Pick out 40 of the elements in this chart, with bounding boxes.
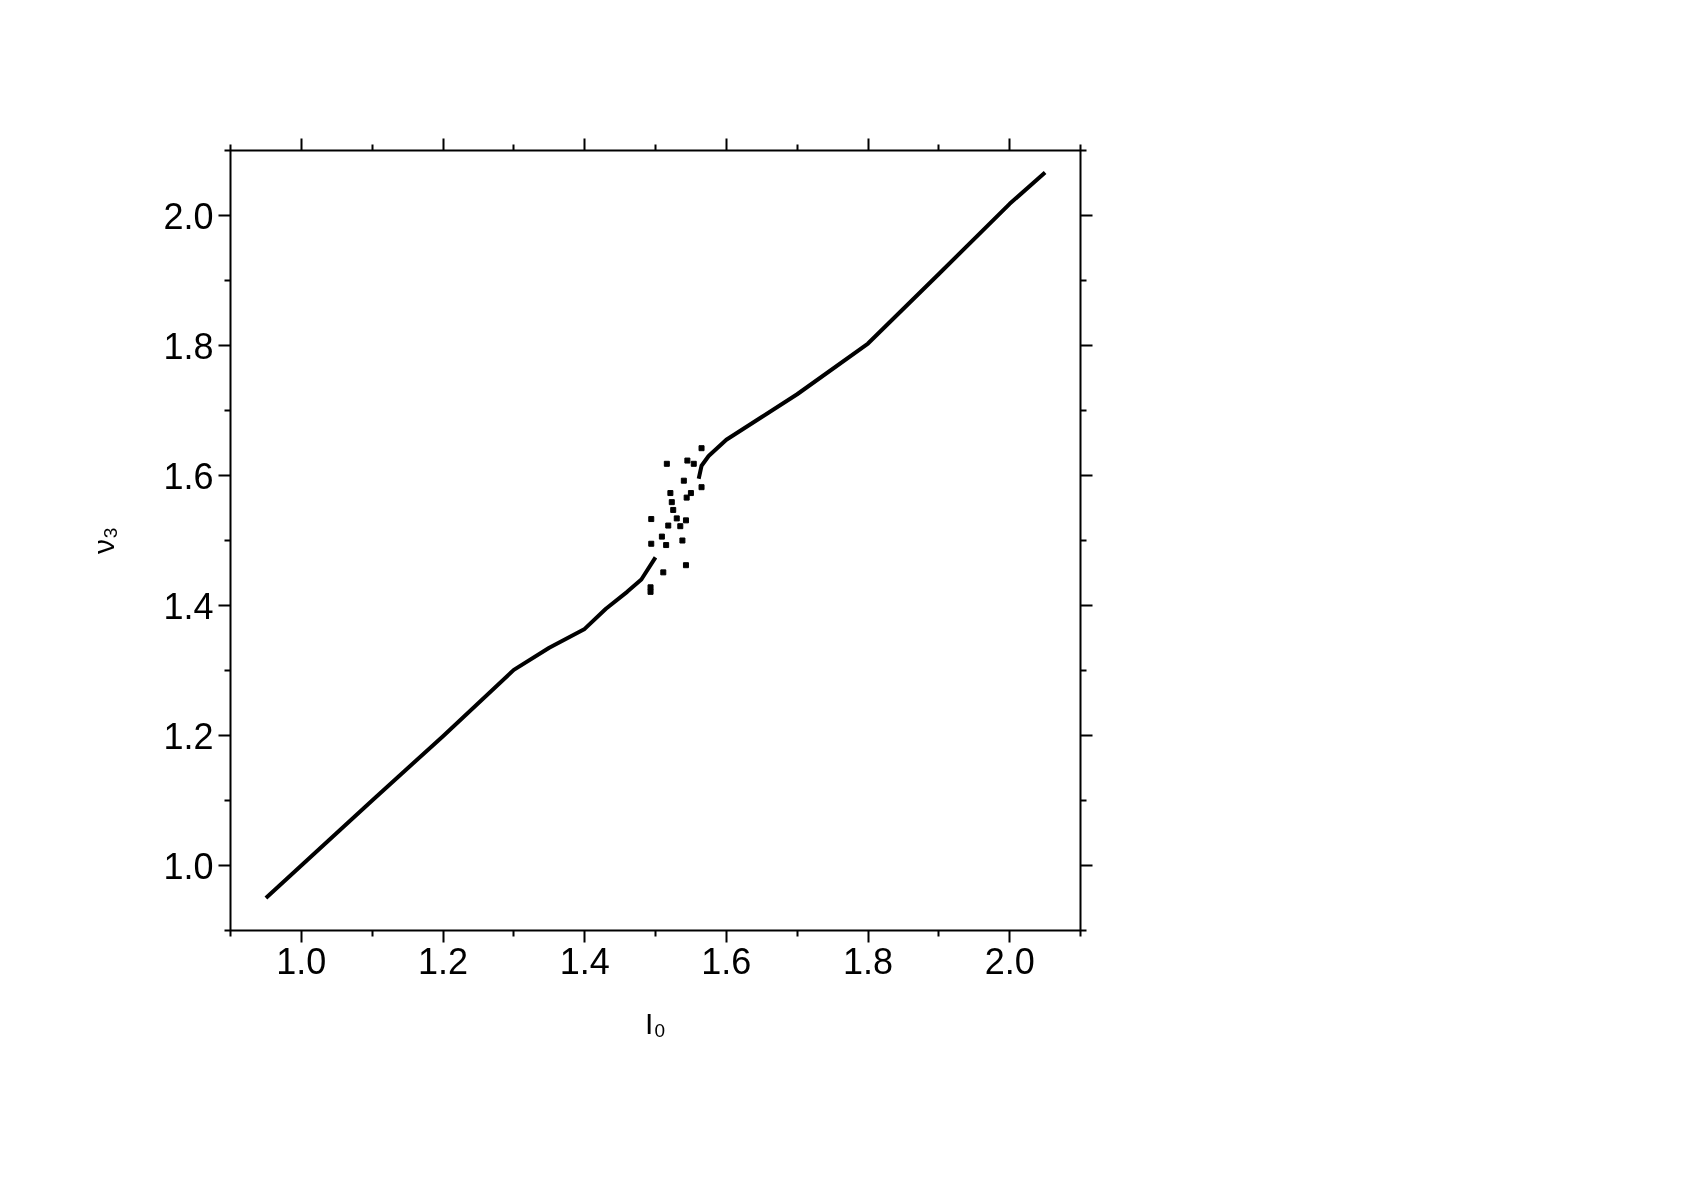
point xyxy=(679,537,686,544)
point xyxy=(668,499,675,506)
y-tick-label: 2.0 xyxy=(163,195,214,237)
x-tick-label: 1.0 xyxy=(276,940,327,982)
point xyxy=(673,515,680,522)
point xyxy=(698,445,705,452)
point xyxy=(647,584,654,591)
y-tick-label: 1.6 xyxy=(163,455,214,497)
x-tick-label: 1.4 xyxy=(559,940,610,982)
y-tick-label: 1.8 xyxy=(163,325,214,367)
point xyxy=(687,490,694,497)
line-series xyxy=(263,555,658,900)
point xyxy=(684,457,691,464)
x-axis-title: I₀ xyxy=(645,1006,666,1040)
point xyxy=(683,494,690,501)
x-tick-label: 1.6 xyxy=(701,940,752,982)
point xyxy=(663,460,670,467)
point xyxy=(648,516,655,523)
x-tick-label: 1.2 xyxy=(417,940,469,982)
point xyxy=(663,542,670,549)
point xyxy=(698,484,705,491)
point xyxy=(660,569,667,576)
point xyxy=(658,533,665,540)
line-series xyxy=(696,170,1048,481)
point xyxy=(670,506,677,513)
point xyxy=(682,562,689,569)
point xyxy=(665,522,672,529)
point xyxy=(648,540,655,547)
y-axis-title: ν₃ xyxy=(87,526,121,555)
y-tick-label: 1.2 xyxy=(163,715,214,757)
y-tick-label: 1.4 xyxy=(163,585,214,627)
y-tick-label: 1.0 xyxy=(163,845,214,887)
point xyxy=(680,477,687,484)
point xyxy=(682,517,689,524)
point xyxy=(647,588,654,595)
point xyxy=(667,490,674,497)
point xyxy=(690,460,697,467)
x-tick-label: 1.8 xyxy=(842,940,894,982)
x-tick-label: 2.0 xyxy=(984,940,1035,982)
point xyxy=(677,523,684,530)
